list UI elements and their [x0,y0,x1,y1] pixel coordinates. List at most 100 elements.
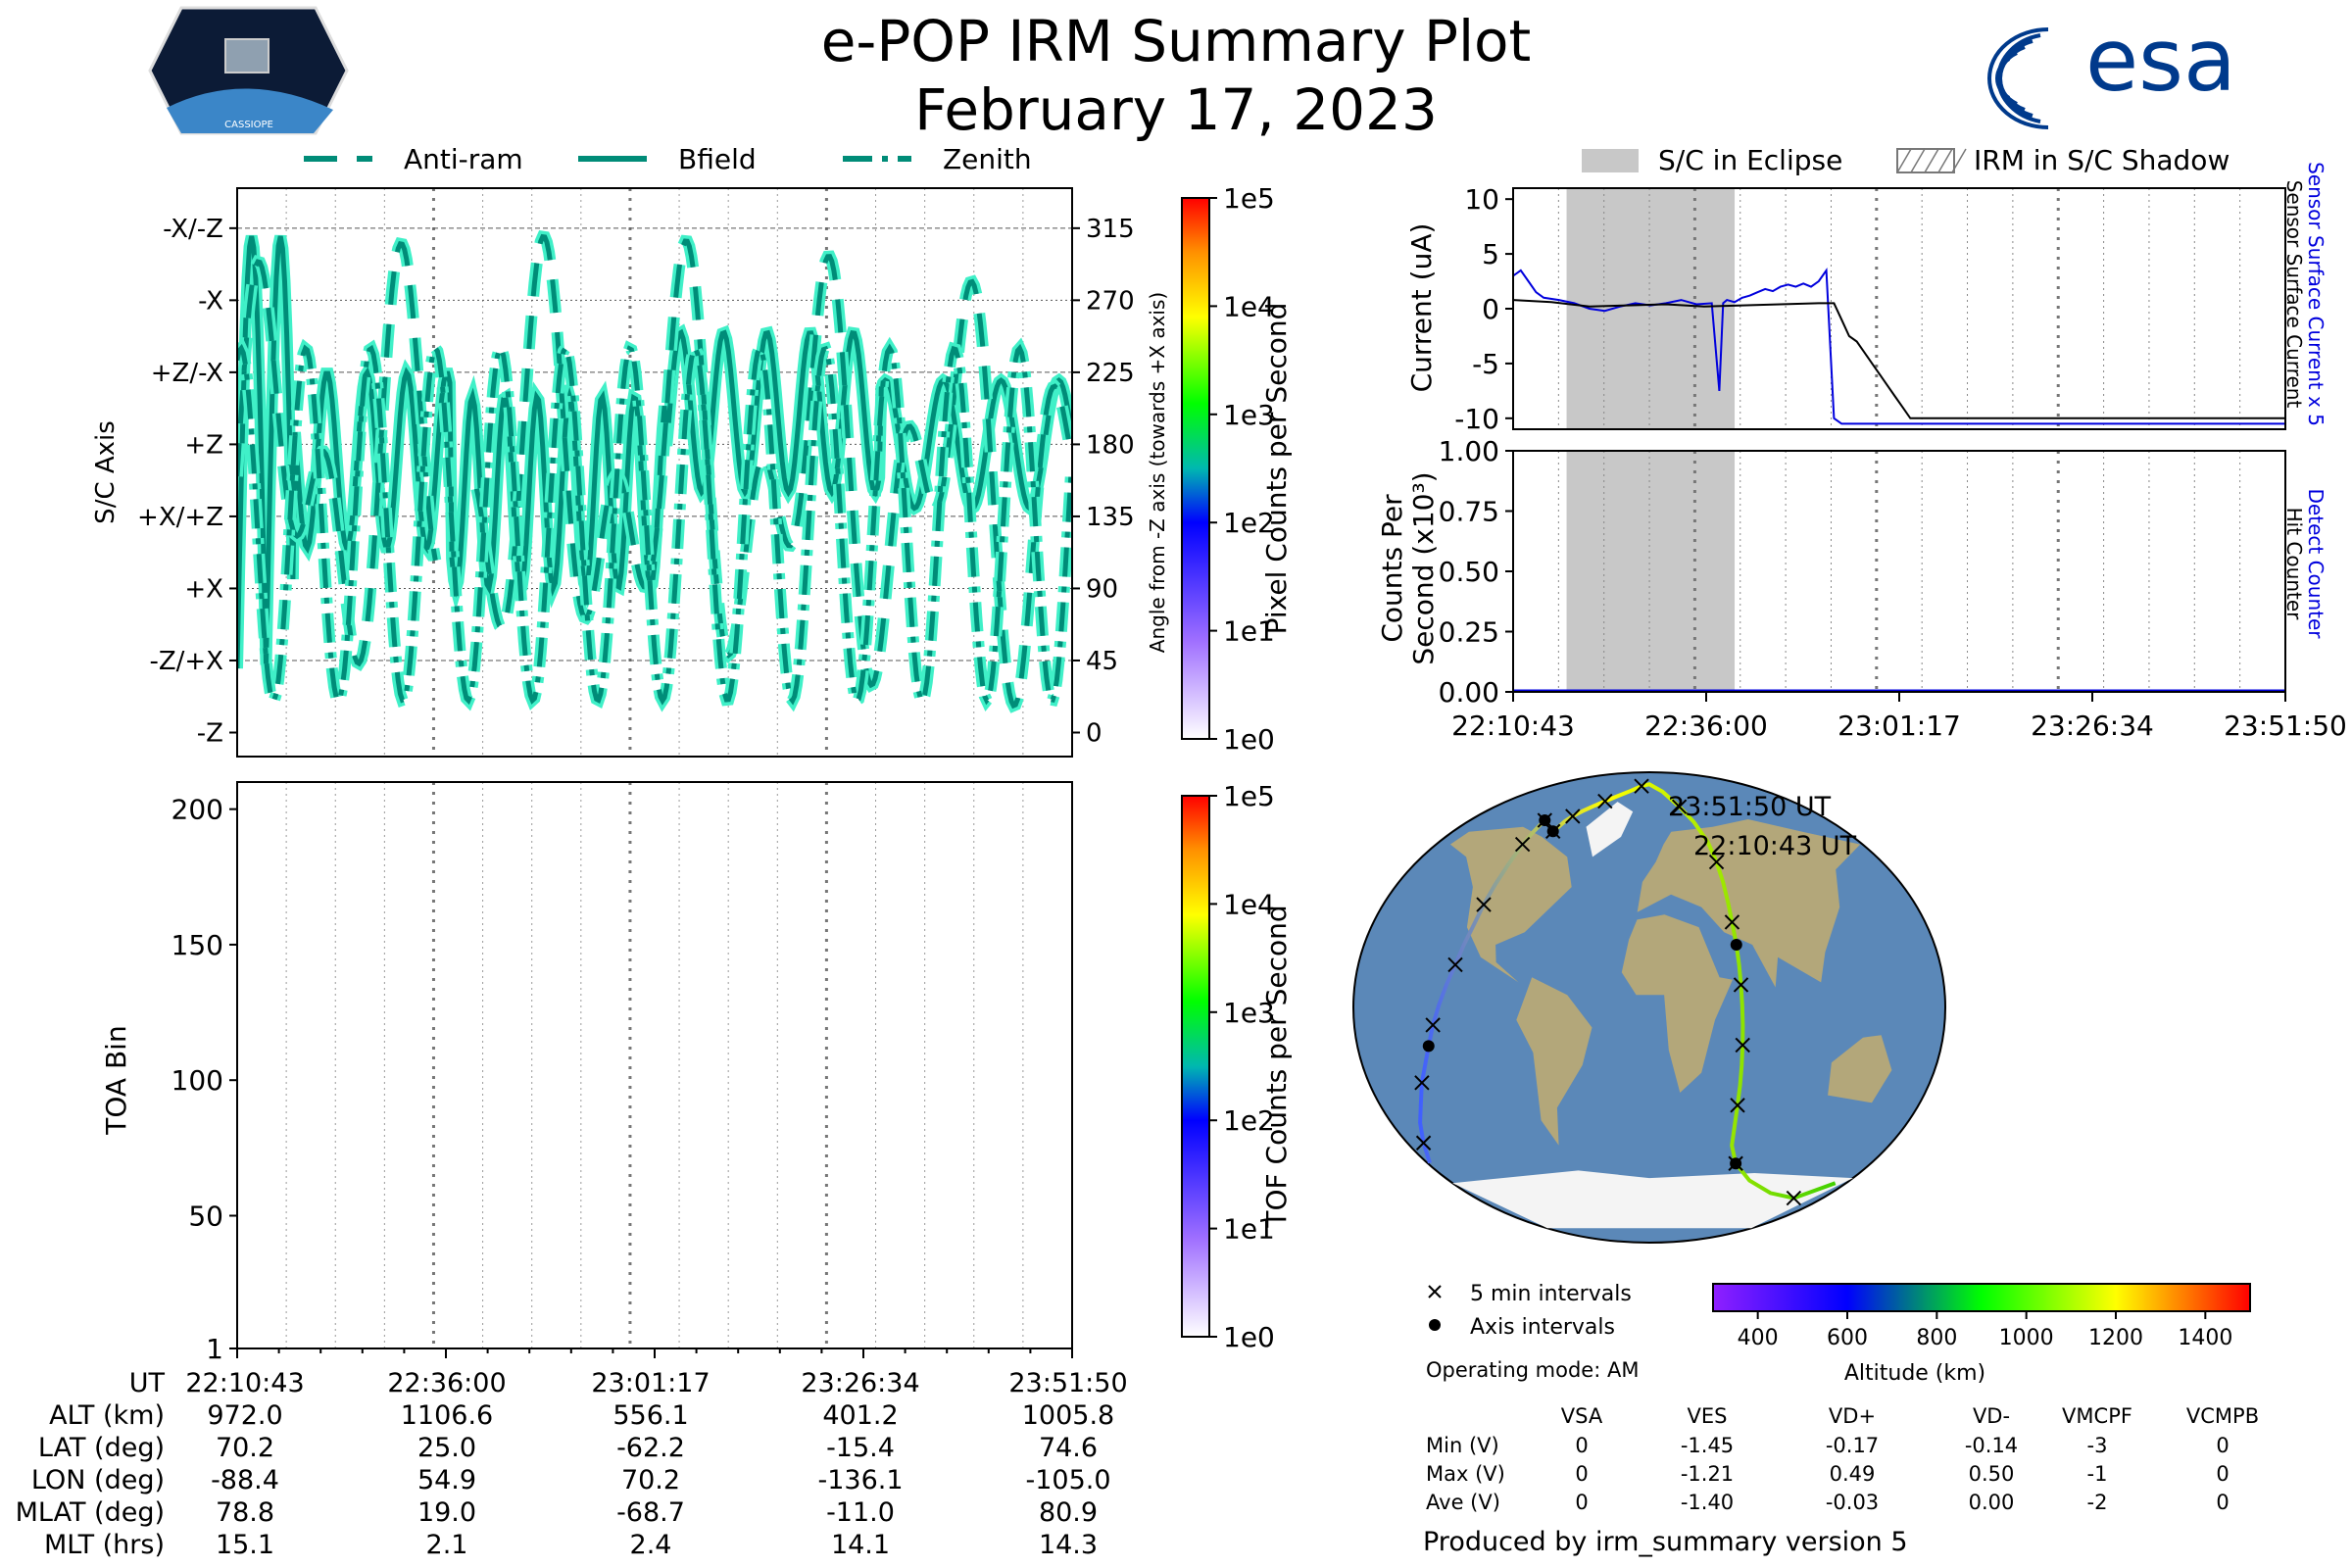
five-min-marker [1447,956,1463,973]
ut-cell: 14.1 [831,1530,890,1560]
legend-shadow-hatch [1951,148,1967,173]
zenith-line [237,343,1072,706]
ut-cell: 556.1 [612,1400,688,1431]
toa-y-tick-label: 200 [172,794,223,826]
ut-row-label: LON (deg) [31,1465,165,1495]
eurasia [1637,819,1861,988]
legend-label-anti-ram: Anti-ram [404,143,523,175]
esa-wordmark: esa [2085,10,2236,111]
sc-axis-plot-frame [236,187,1073,758]
y-tick-label-right: 45 [1086,647,1118,676]
axis-interval-marker [1730,939,1742,951]
ut-cell: 972.0 [207,1400,282,1431]
voltage-header: VES [1688,1404,1728,1428]
pixel-colorbar-tick-label: 1e2 [1223,507,1275,539]
legend-eclipse-label: S/C in Eclipse [1658,144,1842,176]
voltage-cell: -0.14 [1965,1434,2018,1457]
voltage-cell: -2 [2087,1491,2108,1514]
sc-axis-ylabel: S/C Axis [91,420,121,524]
toa-y-tick-label: 100 [172,1064,223,1097]
current-y-tick-label: 0 [1482,293,1499,325]
voltage-header: VCMPB [2186,1404,2259,1428]
current-ylabel-right-blue: Sensor Surface Current x 5 [2304,162,2328,426]
voltage-cell: 0 [2216,1462,2229,1486]
ut-cell: 23:26:34 [801,1368,919,1398]
ut-cell: -88.4 [211,1465,279,1495]
ut-cell: 54.9 [417,1465,476,1495]
tof-colorbar-tick-label: 1e3 [1223,997,1275,1029]
pixel-colorbar-tick-label: 1e0 [1223,723,1275,756]
toa-y-tick-label: 50 [188,1200,223,1232]
altitude-tick-label: 400 [1738,1326,1779,1350]
y-tick-label-left: -X/-Z [163,215,223,244]
current-series-0 [1512,267,2285,425]
counts-ylabel-1: Counts Per [1376,494,1408,643]
ut-row-label: ALT (km) [49,1400,165,1431]
current-y-tick-label: -10 [1454,403,1499,435]
voltage-header: VD- [1973,1404,2010,1428]
eclipse-band-counts [1566,451,1736,692]
tof-colorbar [1181,795,1210,1338]
y-tick-label-right: 225 [1086,359,1135,388]
tof-colorbar-tick-label: 1e2 [1223,1104,1275,1137]
counts-x-tick-label: 22:36:00 [1644,710,1768,742]
esa-logo: esa [1987,10,2236,129]
antarctica [1452,1170,1853,1229]
y-tick-label-left: -Z/+X [149,647,223,676]
voltage-cell: 0.50 [1969,1462,2015,1486]
tof-colorbar-tick-label: 1e0 [1223,1321,1275,1353]
altitude-colorbar [1712,1283,2251,1312]
cassiope-logo: CASSIOPE [148,6,349,135]
legend-label-bfield: Bfield [678,143,757,175]
voltage-cell: 0 [2216,1434,2229,1457]
y-tick-label-left: -X [198,286,223,316]
voltage-header: VSA [1561,1404,1603,1428]
legend-eclipse-swatch [1582,149,1639,172]
voltage-row-label: Max (V) [1426,1462,1505,1486]
south-america [1516,977,1592,1146]
counts-x-tick-label: 23:51:50 [2224,710,2347,742]
y-tick-label-left: +Z [184,430,223,460]
counts-ylabel-2: Second (x10³) [1407,471,1440,664]
ut-cell: 70.2 [621,1465,680,1495]
map-end-label: 23:51:50 UT [1668,792,1832,822]
legend-shadow-swatch [1896,148,1955,173]
pixel-colorbar-tick-label: 1e1 [1223,615,1275,648]
voltage-cell: -0.17 [1826,1434,1879,1457]
cassiope-earth [167,88,333,133]
counts-x-tick-label: 23:26:34 [2031,710,2154,742]
voltage-row-label: Min (V) [1426,1434,1499,1457]
y-tick-label-right: 315 [1086,215,1135,244]
legend-axis-label: Axis intervals [1470,1315,1615,1340]
ut-cell: 401.2 [822,1400,898,1431]
counts-y-tick-label: 0.50 [1439,556,1499,588]
ut-cell: -105.0 [1025,1465,1110,1495]
ut-cell: 19.0 [417,1497,476,1528]
ut-cell: 22:36:00 [387,1368,506,1398]
counts-ylabel-right-black: Hit Counter [2282,508,2306,620]
ut-cell: 15.1 [216,1530,274,1560]
voltage-cell: 0 [2216,1491,2229,1514]
five-min-marker [1415,1135,1432,1151]
operating-mode: Operating mode: AM [1426,1358,1639,1382]
toa-plot-frame [236,781,1073,1349]
five-min-marker [1724,914,1740,930]
esa-swirl [1995,57,2011,100]
ut-cell: -136.1 [817,1465,903,1495]
ut-cell: 70.2 [216,1433,274,1463]
tof-colorbar-tick-label: 1e4 [1223,888,1275,920]
axis-interval-marker [1422,1040,1435,1053]
counts-y-tick-label: 0.00 [1439,676,1499,709]
footer-text: Produced by irm_summary version 5 [1423,1527,1908,1557]
voltage-cell: -1 [2087,1462,2108,1486]
legend-dot-marker [1429,1319,1441,1331]
five-min-marker [1733,977,1749,993]
ut-cell: 1005.8 [1022,1400,1114,1431]
ut-cell: -15.4 [826,1433,895,1463]
tof-colorbar-tick-label: 1e1 [1223,1213,1275,1246]
ut-cell: 23:51:50 [1008,1368,1127,1398]
five-min-marker [1425,1017,1441,1033]
pixel-colorbar-label: Pixel Counts per Second [1260,303,1293,635]
voltage-cell: -3 [2087,1434,2108,1457]
voltage-cell: -1.21 [1681,1462,1734,1486]
